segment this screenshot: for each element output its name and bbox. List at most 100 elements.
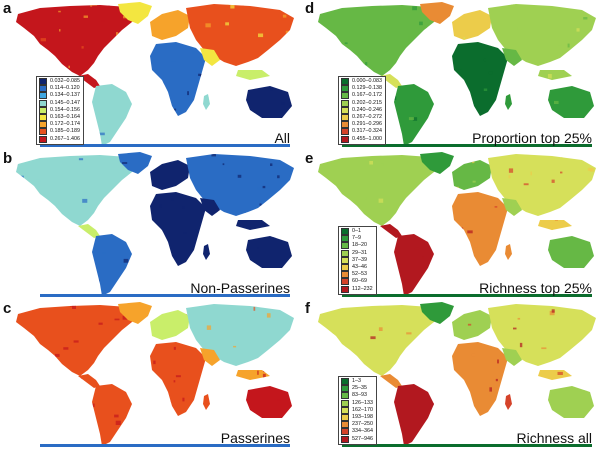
speckle: [590, 92, 595, 94]
speckle: [10, 17, 13, 19]
speckle: [132, 388, 135, 390]
speckle: [315, 231, 318, 234]
speckle: [206, 433, 211, 437]
speckle: [36, 179, 41, 182]
speckle: [11, 397, 14, 400]
speckle: [130, 438, 134, 442]
speckle: [0, 143, 2, 145]
speckle: [130, 127, 135, 130]
speckle: [205, 218, 208, 220]
speckle: [496, 108, 501, 111]
speckle: [320, 288, 325, 292]
speckle: [488, 0, 490, 4]
speckle: [349, 222, 353, 225]
speckle: [49, 220, 52, 222]
speckle: [432, 327, 435, 329]
speckle: [494, 206, 498, 208]
speckle: [445, 85, 447, 88]
speckle: [448, 193, 451, 197]
speckle: [585, 236, 587, 239]
speckle: [3, 94, 8, 98]
speckle: [15, 365, 18, 367]
speckle: [136, 283, 142, 287]
speckle: [162, 434, 167, 436]
speckle: [391, 438, 395, 440]
speckle: [581, 380, 583, 383]
region-madagascar: [448, 193, 512, 260]
speckle: [61, 378, 64, 381]
speckle: [92, 428, 97, 431]
speckle: [11, 326, 15, 330]
speckle: [135, 38, 137, 42]
speckle: [204, 73, 206, 75]
legend-row: 18–20: [341, 242, 373, 250]
speckle: [93, 438, 98, 442]
speckle: [102, 251, 107, 254]
speckle: [12, 349, 15, 351]
speckle: [514, 375, 516, 377]
speckle: [464, 411, 468, 413]
speckle: [508, 168, 514, 173]
speckle: [10, 194, 12, 196]
speckle: [160, 241, 165, 244]
speckle: [17, 4, 20, 7]
speckle: [172, 270, 174, 273]
speckle: [238, 97, 240, 100]
speckle: [147, 66, 149, 71]
speckle: [47, 414, 52, 416]
region-indonesia: [55, 220, 270, 287]
speckle: [332, 381, 336, 383]
antarctica-strip: [40, 444, 290, 447]
speckle: [56, 214, 60, 216]
speckle: [306, 354, 310, 357]
speckle: [134, 283, 136, 287]
speckle: [183, 419, 186, 423]
speckle: [324, 245, 328, 247]
speckle: [138, 23, 143, 26]
speckle: [458, 128, 461, 131]
speckle: [241, 250, 246, 252]
speckle: [266, 421, 271, 423]
speckle: [227, 242, 229, 246]
speckle: [533, 259, 539, 261]
speckle: [8, 385, 13, 388]
speckle: [28, 269, 32, 272]
speckle: [9, 361, 14, 365]
speckle: [507, 263, 510, 267]
speckle: [10, 109, 13, 112]
speckle: [50, 235, 53, 239]
speckle: [55, 245, 57, 247]
speckle: [446, 358, 451, 360]
map-panel-b: b Non-Passerines: [0, 150, 298, 300]
region-fill-central-america: [380, 224, 402, 238]
speckle: [29, 257, 31, 261]
speckle: [405, 378, 409, 382]
speckle: [155, 238, 159, 241]
speckle: [457, 227, 464, 230]
speckle: [318, 215, 323, 219]
speckle: [147, 68, 152, 71]
speckle: [551, 179, 555, 183]
speckle: [40, 438, 42, 441]
speckle: [166, 400, 171, 405]
speckle: [574, 305, 576, 309]
speckle: [399, 220, 401, 224]
speckle: [68, 238, 73, 240]
panel-title: All: [274, 130, 290, 146]
speckle: [454, 393, 458, 396]
speckle: [421, 272, 425, 274]
speckle: [233, 216, 236, 220]
speckle: [408, 360, 412, 364]
speckle: [12, 81, 15, 83]
speckle: [272, 125, 277, 128]
legend-swatch: [341, 121, 349, 129]
speckle: [51, 51, 57, 53]
speckle: [452, 416, 455, 420]
speckle: [293, 103, 295, 106]
speckle: [305, 131, 310, 135]
speckle: [296, 437, 298, 439]
legend-swatch: [341, 242, 349, 250]
speckle: [94, 72, 98, 76]
speckle: [14, 375, 18, 378]
speckle: [502, 434, 504, 437]
